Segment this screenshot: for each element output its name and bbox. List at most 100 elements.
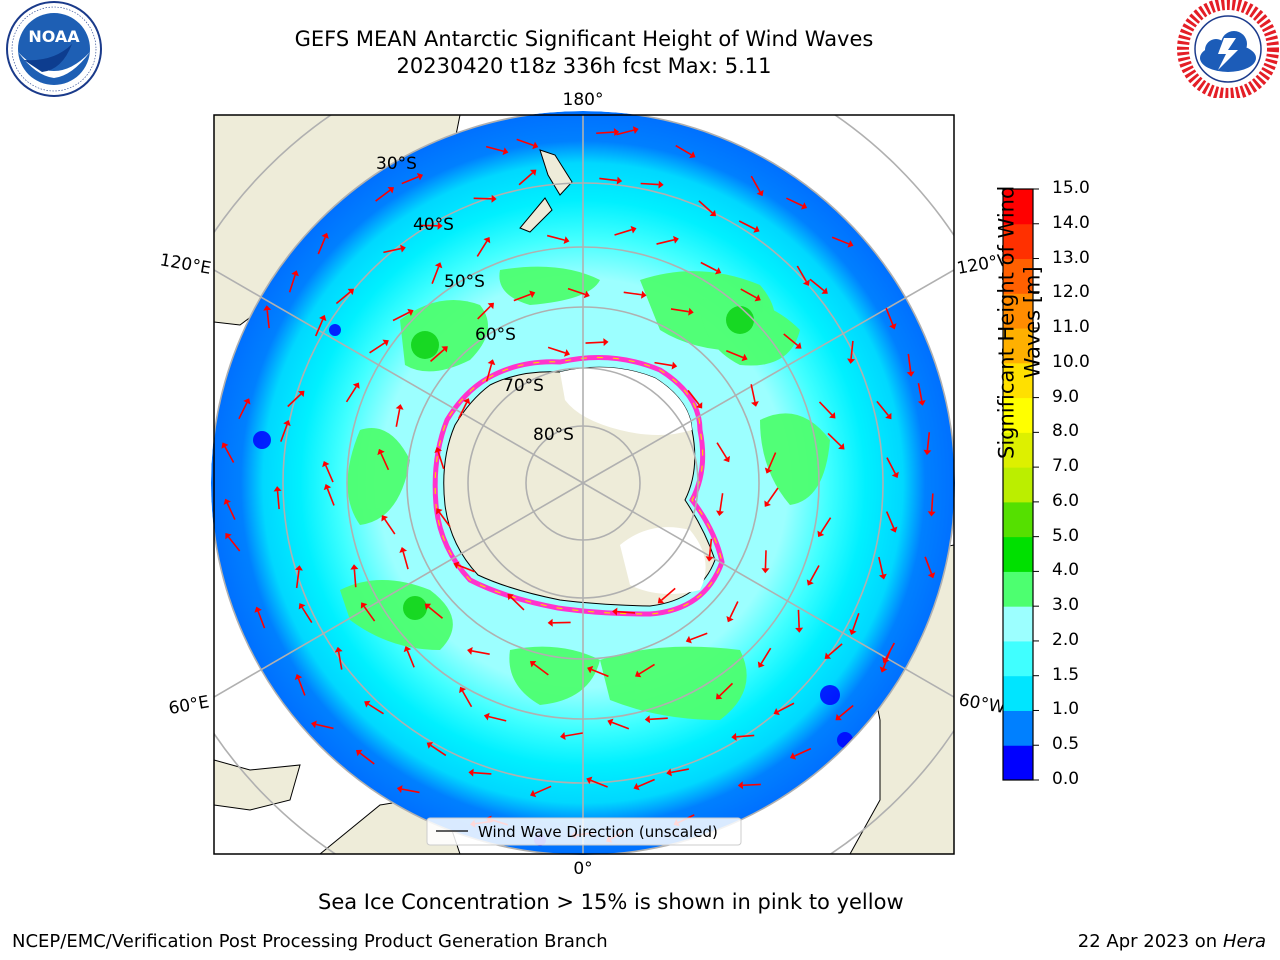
wind-arrow-head (613, 128, 620, 137)
wind-arrow-head (885, 412, 892, 420)
wind-arrow-shaft (430, 744, 447, 757)
wind-arrow-shaft (337, 651, 343, 670)
wind-arrow-head (695, 402, 703, 409)
wind-arrow-shaft (797, 609, 800, 628)
wind-arrow-head (716, 510, 724, 517)
wind-arrow-head (298, 390, 305, 398)
wind-arrow-head (709, 209, 717, 217)
colorbar-tick-label: 1.5 (1052, 664, 1080, 685)
wind-arrow-shaft (471, 650, 490, 656)
wind-arrow-head (560, 732, 566, 740)
map-legend: Wind Wave Direction (unscaled) (426, 817, 742, 846)
footer-date-text: 22 Apr 2023 on (1077, 931, 1223, 952)
wind-arrow-head (685, 635, 692, 644)
wind-arrow-head (323, 484, 332, 491)
wind-arrow-shaft (406, 650, 415, 668)
wind-arrow-shaft (708, 538, 713, 557)
wind-arrow-head (294, 673, 303, 681)
wind-arrow-shaft (534, 785, 552, 795)
wind-arrow-shaft (477, 305, 492, 320)
wind-arrow-shaft (809, 278, 825, 292)
colorbar-segment (1003, 467, 1033, 503)
wind-arrow-shaft (226, 502, 236, 520)
wind-arrow-shaft (617, 610, 636, 614)
nws-logo (1177, 0, 1279, 98)
wind-arrow-head (491, 194, 497, 203)
colorbar-tick-label: 9.0 (1052, 386, 1080, 407)
wind-arrow-shaft (295, 570, 300, 589)
wind-arrow-shaft (670, 308, 689, 313)
wind-arrow-head (927, 572, 936, 579)
wind-arrow-shaft (818, 401, 833, 416)
wind-arrow-head (426, 742, 434, 749)
colorbar-segment (1003, 189, 1033, 225)
wind-arrow-shaft (287, 393, 302, 408)
wind-arrow-shaft (288, 274, 296, 293)
colorbar-tick-label: 2.0 (1052, 629, 1080, 650)
colorbar-tick-label: 15.0 (1052, 178, 1090, 198)
wind-arrow-head (294, 565, 303, 571)
colorbar-tick-label: 1.0 (1052, 699, 1080, 720)
wind-arrow-head (291, 270, 299, 277)
wind-arrow-shaft (930, 493, 934, 512)
wind-arrow-head (395, 404, 404, 410)
wind-arrow-shaft (649, 717, 668, 721)
wind-arrow-head (917, 400, 926, 406)
wind-arrow-shaft (661, 587, 676, 601)
colorbar-label: Significant Height of Wind Waves [m] (993, 186, 1045, 459)
footer-credit: NCEP/EMC/Verification Post Processing Pr… (12, 931, 608, 952)
wind-arrow-head (829, 412, 836, 419)
wind-arrow-shaft (750, 384, 756, 403)
wind-arrow-shaft (616, 129, 635, 136)
colorbar-segment (1003, 293, 1033, 329)
wind-arrow-head (753, 225, 760, 233)
wind-arrow-shaft (473, 197, 492, 200)
wind-arrow-head (737, 781, 744, 790)
lon-label-60w: 60°W (957, 690, 1007, 718)
wind-arrow-shaft (516, 138, 534, 147)
wind-arrow-shaft (777, 702, 795, 713)
wind-arrow-shaft (547, 346, 566, 354)
wind-arrow-shaft (457, 564, 476, 573)
wind-arrow-shaft (276, 491, 280, 510)
wind-arrow-head (547, 618, 553, 627)
wind-arrow-shaft (852, 613, 860, 631)
wind-arrow-head (673, 235, 679, 244)
wind-arrow-head (723, 455, 730, 463)
wind-arrow-shaft (380, 453, 390, 471)
colorbar-segment (1003, 640, 1033, 677)
wind-arrow-shaft (238, 402, 248, 420)
wind-arrow-head (225, 533, 232, 540)
wind-arrow-shaft (827, 643, 843, 657)
wind-arrow-shaft (476, 240, 488, 257)
wind-arrow-shaft (718, 682, 734, 697)
colorbar-segment (1003, 745, 1033, 781)
wind-arrow-head (764, 500, 771, 507)
wind-arrow-head (529, 660, 537, 668)
wind-arrow-head (381, 515, 389, 522)
wind-arrow-head (352, 382, 360, 389)
wind-arrow-shaft (317, 237, 326, 255)
wind-arrow-head (644, 715, 651, 724)
wind-arrow-shaft (876, 400, 889, 416)
wind-arrow-shaft (401, 175, 419, 185)
wind-arrow-shaft (729, 601, 739, 619)
noaa-logo: NOAA (6, 1, 102, 97)
wind-arrow-head (795, 342, 802, 349)
wind-arrow-shaft (766, 487, 779, 504)
wind-arrow-head (800, 202, 808, 210)
wind-arrow-head (468, 768, 474, 777)
wind-arrow-shaft (359, 752, 375, 765)
wind-arrow-head (416, 173, 424, 181)
high-wave-patches (340, 266, 830, 720)
wind-arrow-shaft (227, 536, 241, 552)
lat-label-30s: 30°S (376, 154, 417, 174)
wind-arrow-shaft (266, 310, 270, 329)
new-zealand-south-land (519, 197, 553, 233)
wind-arrows (221, 126, 936, 843)
colorbar-tick-label: 13.0 (1052, 247, 1090, 268)
wind-arrow-shaft (375, 189, 391, 202)
wind-arrow-shaft (395, 408, 401, 427)
wind-arrow-head (322, 461, 330, 468)
